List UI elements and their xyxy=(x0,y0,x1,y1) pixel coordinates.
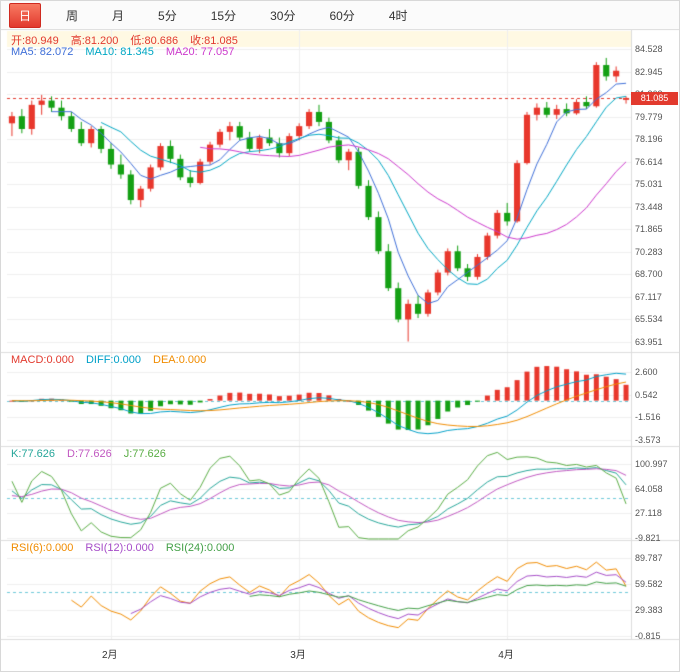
period-tab-5[interactable]: 30分 xyxy=(261,4,304,27)
period-tab-2[interactable]: 月 xyxy=(103,4,133,27)
period-tab-3[interactable]: 5分 xyxy=(149,4,186,27)
period-tab-0[interactable]: 日 xyxy=(9,2,42,28)
period-tab-4[interactable]: 15分 xyxy=(202,4,245,27)
period-tab-6[interactable]: 60分 xyxy=(320,4,363,27)
period-tab-7[interactable]: 4时 xyxy=(380,4,417,27)
period-toolbar: 日周月 5分 15分 30分 60分 4时 xyxy=(1,1,679,30)
period-tab-1[interactable]: 周 xyxy=(57,4,87,27)
